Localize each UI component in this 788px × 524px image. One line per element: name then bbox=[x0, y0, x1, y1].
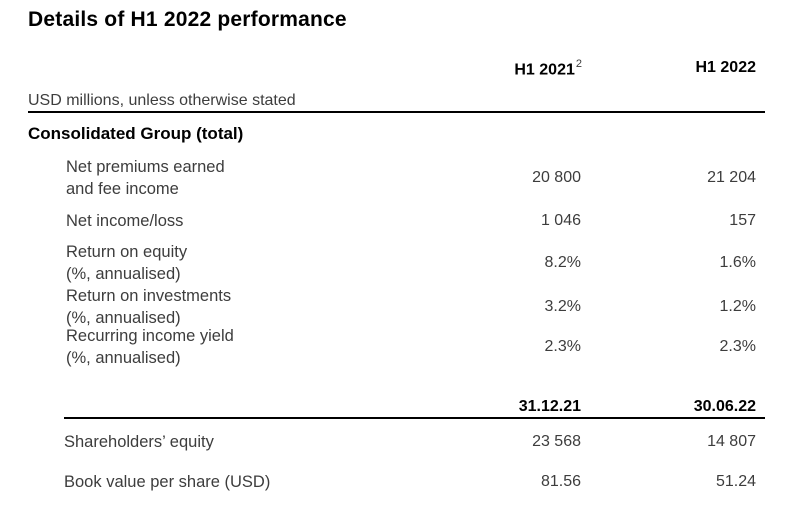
table-row: Return on equity (%, annualised) 8.2% 1.… bbox=[28, 241, 765, 285]
page-title: Details of H1 2022 performance bbox=[28, 8, 347, 31]
column-header-30-06-22: 30.06.22 bbox=[693, 398, 756, 415]
table-row: Book value per share (USD) 81.56 51.24 bbox=[28, 471, 765, 493]
section-heading: Consolidated Group (total) bbox=[28, 124, 244, 143]
row-label: Recurring income yield (%, annualised) bbox=[28, 325, 391, 369]
value-h1-2021: 1 046 bbox=[540, 212, 581, 229]
table-row: Net premiums earned and fee income 20 80… bbox=[28, 156, 765, 200]
value-h1-2022: 2.3% bbox=[719, 338, 756, 355]
period-header-row: H1 20212 H1 2022 bbox=[28, 54, 765, 81]
table-row: Return on investments (%, annualised) 3.… bbox=[28, 285, 765, 329]
column-header-h1-2022: H1 2022 bbox=[695, 58, 757, 76]
value-h1-2022: 1.6% bbox=[719, 254, 756, 271]
row-label-line1: Return on investments bbox=[66, 287, 232, 305]
row-label: Net premiums earned and fee income bbox=[28, 156, 391, 200]
row-label-line1: Recurring income yield bbox=[66, 327, 234, 345]
value-31-12-21: 23 568 bbox=[532, 433, 581, 450]
footnote-marker: 2 bbox=[575, 58, 582, 70]
value-h1-2021: 8.2% bbox=[544, 254, 581, 271]
balance-divider-line bbox=[64, 417, 765, 419]
value-30-06-22: 51.24 bbox=[715, 473, 756, 490]
row-label: Return on equity (%, annualised) bbox=[28, 241, 391, 285]
value-30-06-22: 14 807 bbox=[707, 433, 756, 450]
row-label-line1: Return on equity bbox=[66, 243, 188, 261]
column-header-h1-2021: H1 20212 bbox=[391, 54, 582, 81]
row-label-line2: (%, annualised) bbox=[66, 349, 181, 367]
header-divider-line bbox=[28, 111, 765, 113]
row-label-line2: and fee income bbox=[66, 180, 179, 198]
units-note: USD millions, unless otherwise stated bbox=[28, 92, 296, 109]
value-h1-2021: 20 800 bbox=[532, 169, 581, 186]
value-h1-2021: 3.2% bbox=[544, 298, 581, 315]
table-row: Shareholders’ equity 23 568 14 807 bbox=[28, 431, 765, 453]
value-h1-2021: 2.3% bbox=[544, 338, 581, 355]
column-header-h1-2021-text: H1 2021 bbox=[514, 61, 575, 79]
value-h1-2022: 21 204 bbox=[707, 169, 756, 186]
row-label-line1: Net income/loss bbox=[66, 212, 184, 230]
row-label: Return on investments (%, annualised) bbox=[28, 285, 391, 329]
value-31-12-21: 81.56 bbox=[540, 473, 581, 490]
row-label: Shareholders’ equity bbox=[64, 433, 214, 451]
row-label-line2: (%, annualised) bbox=[66, 265, 181, 283]
table-row: Recurring income yield (%, annualised) 2… bbox=[28, 325, 765, 369]
value-h1-2022: 157 bbox=[729, 212, 756, 229]
column-header-31-12-21: 31.12.21 bbox=[518, 398, 581, 415]
value-h1-2022: 1.2% bbox=[719, 298, 756, 315]
row-label: Net income/loss bbox=[28, 210, 391, 232]
row-label-line1: Net premiums earned bbox=[66, 158, 225, 176]
table-row: Net income/loss 1 046 157 bbox=[28, 210, 765, 232]
row-label-line2: (%, annualised) bbox=[66, 309, 181, 327]
row-label: Book value per share (USD) bbox=[64, 473, 271, 491]
balance-date-header-row: 31.12.21 30.06.22 bbox=[28, 396, 765, 418]
